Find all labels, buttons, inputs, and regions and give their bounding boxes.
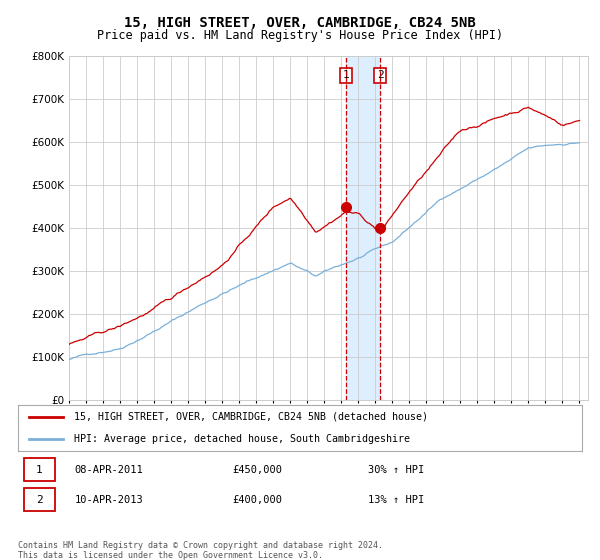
FancyBboxPatch shape (23, 488, 55, 511)
Bar (346, 56, 380, 400)
Text: 08-APR-2011: 08-APR-2011 (74, 465, 143, 475)
Text: Contains HM Land Registry data © Crown copyright and database right 2024.
This d: Contains HM Land Registry data © Crown c… (18, 540, 383, 560)
Text: 1: 1 (343, 71, 350, 81)
Text: 1: 1 (36, 465, 43, 475)
FancyBboxPatch shape (23, 458, 55, 482)
Text: 2: 2 (377, 71, 383, 81)
Text: 13% ↑ HPI: 13% ↑ HPI (368, 494, 424, 505)
Text: 2: 2 (36, 494, 43, 505)
Text: 10-APR-2013: 10-APR-2013 (74, 494, 143, 505)
Text: 15, HIGH STREET, OVER, CAMBRIDGE, CB24 5NB: 15, HIGH STREET, OVER, CAMBRIDGE, CB24 5… (124, 16, 476, 30)
Text: 30% ↑ HPI: 30% ↑ HPI (368, 465, 424, 475)
Text: HPI: Average price, detached house, South Cambridgeshire: HPI: Average price, detached house, Sout… (74, 434, 410, 444)
Text: £400,000: £400,000 (232, 494, 283, 505)
Text: 15, HIGH STREET, OVER, CAMBRIDGE, CB24 5NB (detached house): 15, HIGH STREET, OVER, CAMBRIDGE, CB24 5… (74, 412, 428, 422)
Text: £450,000: £450,000 (232, 465, 283, 475)
Text: Price paid vs. HM Land Registry's House Price Index (HPI): Price paid vs. HM Land Registry's House … (97, 29, 503, 42)
